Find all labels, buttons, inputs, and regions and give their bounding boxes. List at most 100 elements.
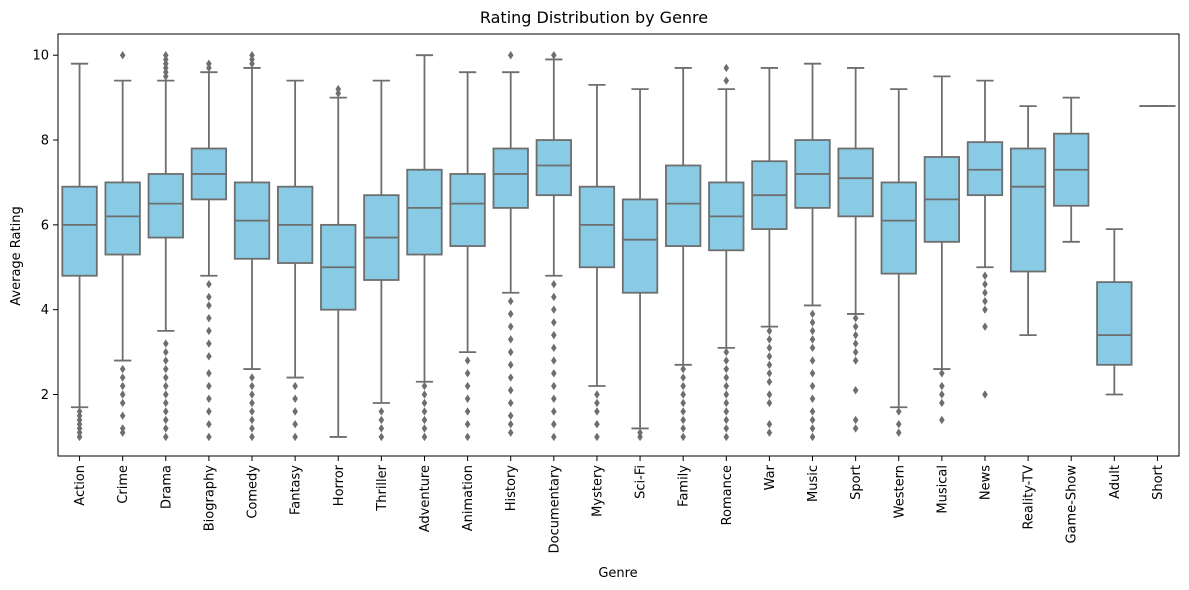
- outlier-marker: [852, 424, 859, 433]
- outlier-marker: [766, 377, 773, 386]
- outlier-marker: [680, 424, 686, 433]
- outlier-marker: [162, 407, 169, 416]
- outlier-marker: [162, 51, 169, 60]
- outlier-marker: [594, 398, 600, 408]
- outlier-marker: [162, 339, 169, 348]
- x-tick-label: Documentary: [547, 465, 562, 554]
- outlier-marker: [680, 407, 686, 416]
- outlier-marker: [421, 398, 428, 408]
- box-western: [880, 88, 917, 437]
- box-iqr: [1009, 147, 1047, 273]
- outlier-marker: [464, 369, 471, 378]
- outlier-marker: [162, 432, 169, 442]
- outlier-marker: [378, 415, 385, 425]
- box-iqr: [406, 168, 443, 256]
- box-iqr: [147, 173, 184, 239]
- y-axis: 2 4 6 8 10: [32, 49, 58, 403]
- outlier-marker: [292, 381, 298, 391]
- outlier-marker: [206, 369, 212, 378]
- outlier-marker: [594, 419, 600, 429]
- outlier-marker: [895, 419, 902, 429]
- outlier-marker: [551, 305, 557, 314]
- x-tick-label: Short: [1151, 465, 1166, 500]
- y-tick-label: 10: [32, 49, 49, 64]
- outlier-marker: [852, 330, 859, 340]
- outlier-marker: [507, 373, 514, 382]
- outlier-marker: [206, 313, 212, 323]
- outlier-marker: [766, 398, 773, 408]
- outlier-marker: [76, 411, 83, 420]
- outlier-marker: [551, 356, 557, 365]
- outlier-marker: [852, 386, 859, 395]
- outlier-marker: [852, 415, 859, 425]
- outlier-marker: [507, 386, 514, 395]
- x-tick-label: Fantasy: [289, 465, 304, 515]
- outlier-marker: [766, 419, 773, 429]
- outlier-marker: [551, 51, 557, 60]
- outlier-marker: [292, 394, 298, 403]
- box-sport: [837, 67, 874, 433]
- outlier-marker: [551, 369, 557, 378]
- outlier-marker: [162, 59, 169, 68]
- outlier-marker: [551, 280, 557, 289]
- outlier-marker: [206, 326, 212, 336]
- outlier-marker: [680, 364, 686, 374]
- outlier-marker: [895, 407, 902, 416]
- box-iqr: [61, 185, 98, 277]
- outlier-marker: [680, 381, 686, 391]
- outlier-marker: [723, 407, 730, 416]
- x-tick-label: Adventure: [418, 465, 433, 532]
- outlier-marker: [119, 411, 126, 420]
- outlier-marker: [637, 428, 643, 437]
- outlier-marker: [723, 432, 730, 442]
- x-tick-label: Western: [892, 465, 907, 518]
- outlier-marker: [809, 407, 816, 416]
- outlier-marker: [421, 381, 428, 391]
- outlier-marker: [249, 59, 255, 68]
- outlier-marker: [939, 390, 945, 399]
- outlier-marker: [939, 369, 945, 378]
- outlier-marker: [809, 415, 816, 425]
- x-tick-label: Musical: [935, 465, 950, 514]
- outlier-marker: [206, 339, 212, 348]
- outlier-marker: [119, 381, 126, 391]
- outlier-marker: [939, 398, 945, 408]
- outlier-marker: [723, 364, 730, 374]
- box-fantasy: [276, 79, 314, 442]
- outlier-marker: [76, 419, 83, 429]
- outlier-marker: [162, 415, 169, 425]
- x-tick-label: Reality-TV: [1022, 465, 1037, 530]
- outlier-marker: [249, 55, 255, 64]
- plot-frame: [57, 33, 1180, 457]
- outlier-marker: [809, 381, 816, 391]
- box-adult: [1096, 228, 1133, 396]
- x-tick-label: Biography: [202, 465, 217, 532]
- outlier-marker: [766, 369, 773, 378]
- outlier-marker: [292, 407, 298, 416]
- box-iqr: [621, 198, 659, 294]
- outlier-marker: [119, 424, 126, 433]
- outlier-marker: [982, 390, 988, 399]
- outlier-marker: [162, 390, 169, 399]
- box-thriller: [363, 79, 400, 442]
- outlier-marker: [249, 390, 255, 399]
- outlier-marker: [723, 381, 730, 391]
- outlier-marker: [766, 326, 773, 336]
- outlier-marker: [507, 335, 514, 344]
- outlier-marker: [507, 428, 514, 437]
- outlier-marker: [464, 381, 471, 391]
- outlier-marker: [464, 356, 471, 365]
- outlier-marker: [852, 313, 859, 323]
- box-iqr: [535, 139, 572, 197]
- box-documentary: [535, 51, 572, 442]
- outlier-marker: [637, 432, 643, 442]
- outlier-marker: [809, 343, 816, 353]
- box-iqr: [880, 181, 917, 275]
- outlier-marker: [292, 419, 298, 429]
- outlier-marker: [76, 428, 83, 437]
- outlier-marker: [421, 432, 428, 442]
- outlier-marker: [766, 360, 773, 370]
- outlier-marker: [76, 432, 83, 442]
- outlier-marker: [766, 335, 773, 344]
